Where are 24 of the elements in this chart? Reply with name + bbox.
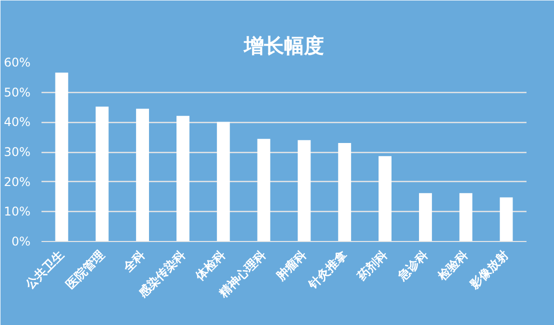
- y-tick-label: 60%: [4, 56, 30, 70]
- y-tick-label: 30%: [4, 145, 30, 159]
- x-tick-label: 急诊科: [394, 248, 430, 284]
- bar: [176, 116, 190, 242]
- y-tick-label: 10%: [4, 204, 30, 219]
- bar: [378, 156, 392, 242]
- y-tick-label: 0%: [11, 234, 31, 248]
- y-tick-label: 50%: [4, 85, 30, 100]
- bar: [216, 122, 230, 242]
- bar: [418, 193, 432, 242]
- bar: [96, 106, 109, 242]
- bar: [459, 193, 472, 242]
- bar: [500, 197, 513, 242]
- x-tick-label: 药剂科: [354, 248, 390, 284]
- chart-title: 增长幅度: [243, 34, 324, 58]
- bar: [298, 140, 311, 242]
- x-tick-label: 影像放射: [466, 248, 512, 292]
- x-tick-label: 全科: [120, 248, 148, 276]
- y-tick-label: 20%: [4, 174, 30, 189]
- bar: [55, 72, 68, 242]
- bar: [338, 143, 352, 242]
- bar: [136, 108, 150, 242]
- y-tick-label: 40%: [4, 115, 30, 130]
- bar: [257, 138, 270, 242]
